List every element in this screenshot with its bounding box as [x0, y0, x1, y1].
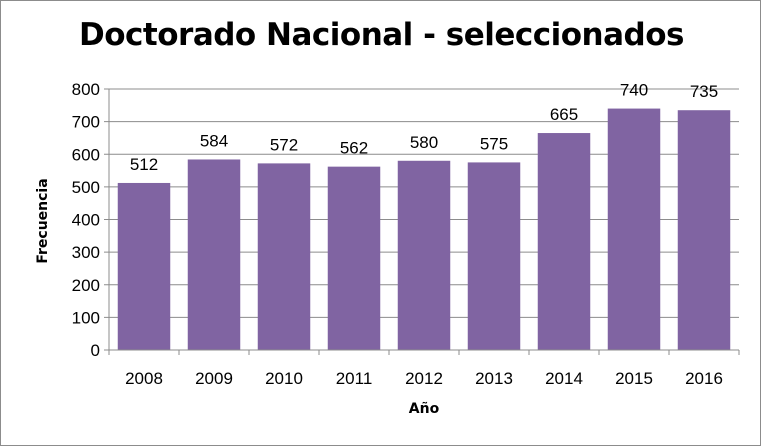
bar: [537, 133, 591, 350]
y-tick-labels: 0 100 200 300 400 500 600 700 800: [72, 80, 100, 360]
data-label: 580: [410, 133, 438, 152]
bar: [117, 182, 171, 350]
x-tick-label: 2014: [545, 369, 583, 388]
y-tick-label: 600: [72, 145, 100, 164]
y-tick-label: 300: [72, 243, 100, 262]
data-labels: 512 584 572 562 580 575 665 740 735: [130, 81, 718, 174]
data-label: 575: [480, 134, 508, 153]
y-tick-label: 500: [72, 178, 100, 197]
data-label: 562: [340, 139, 368, 158]
x-tick-label: 2016: [685, 369, 723, 388]
bar: [327, 166, 381, 350]
data-label: 665: [550, 105, 578, 124]
bar: [467, 162, 521, 350]
bar: [607, 108, 661, 350]
bar: [257, 163, 311, 350]
y-tick-label: 200: [72, 276, 100, 295]
x-tick-label: 2012: [405, 369, 443, 388]
x-tick-label: 2015: [615, 369, 653, 388]
data-label: 740: [620, 81, 648, 100]
x-tick-label: 2010: [265, 369, 303, 388]
y-tick-label: 400: [72, 211, 100, 230]
bars: [117, 108, 731, 350]
x-tick-label: 2013: [475, 369, 513, 388]
x-tick-label: 2008: [125, 369, 163, 388]
axes: [104, 88, 740, 355]
y-tick-label: 0: [91, 341, 100, 360]
data-label: 584: [200, 131, 228, 150]
y-tick-label: 100: [72, 308, 100, 327]
bar: [187, 159, 241, 350]
x-tick-label: 2011: [336, 369, 373, 388]
x-tick-label: 2009: [195, 369, 233, 388]
chart-title: Doctorado Nacional - seleccionados: [79, 17, 684, 53]
bar: [397, 160, 451, 350]
x-tick-labels: 2008 2009 2010 2011 2012 2013 2014 2015 2016: [125, 369, 723, 388]
data-label: 572: [270, 135, 298, 154]
x-axis-title: Año: [409, 401, 440, 417]
data-label: 512: [130, 155, 158, 174]
data-label: 735: [690, 82, 718, 101]
bar: [677, 110, 731, 350]
y-tick-label: 700: [72, 113, 100, 132]
y-axis-title: Frecuencia: [35, 178, 51, 263]
y-tick-label: 800: [72, 80, 100, 99]
